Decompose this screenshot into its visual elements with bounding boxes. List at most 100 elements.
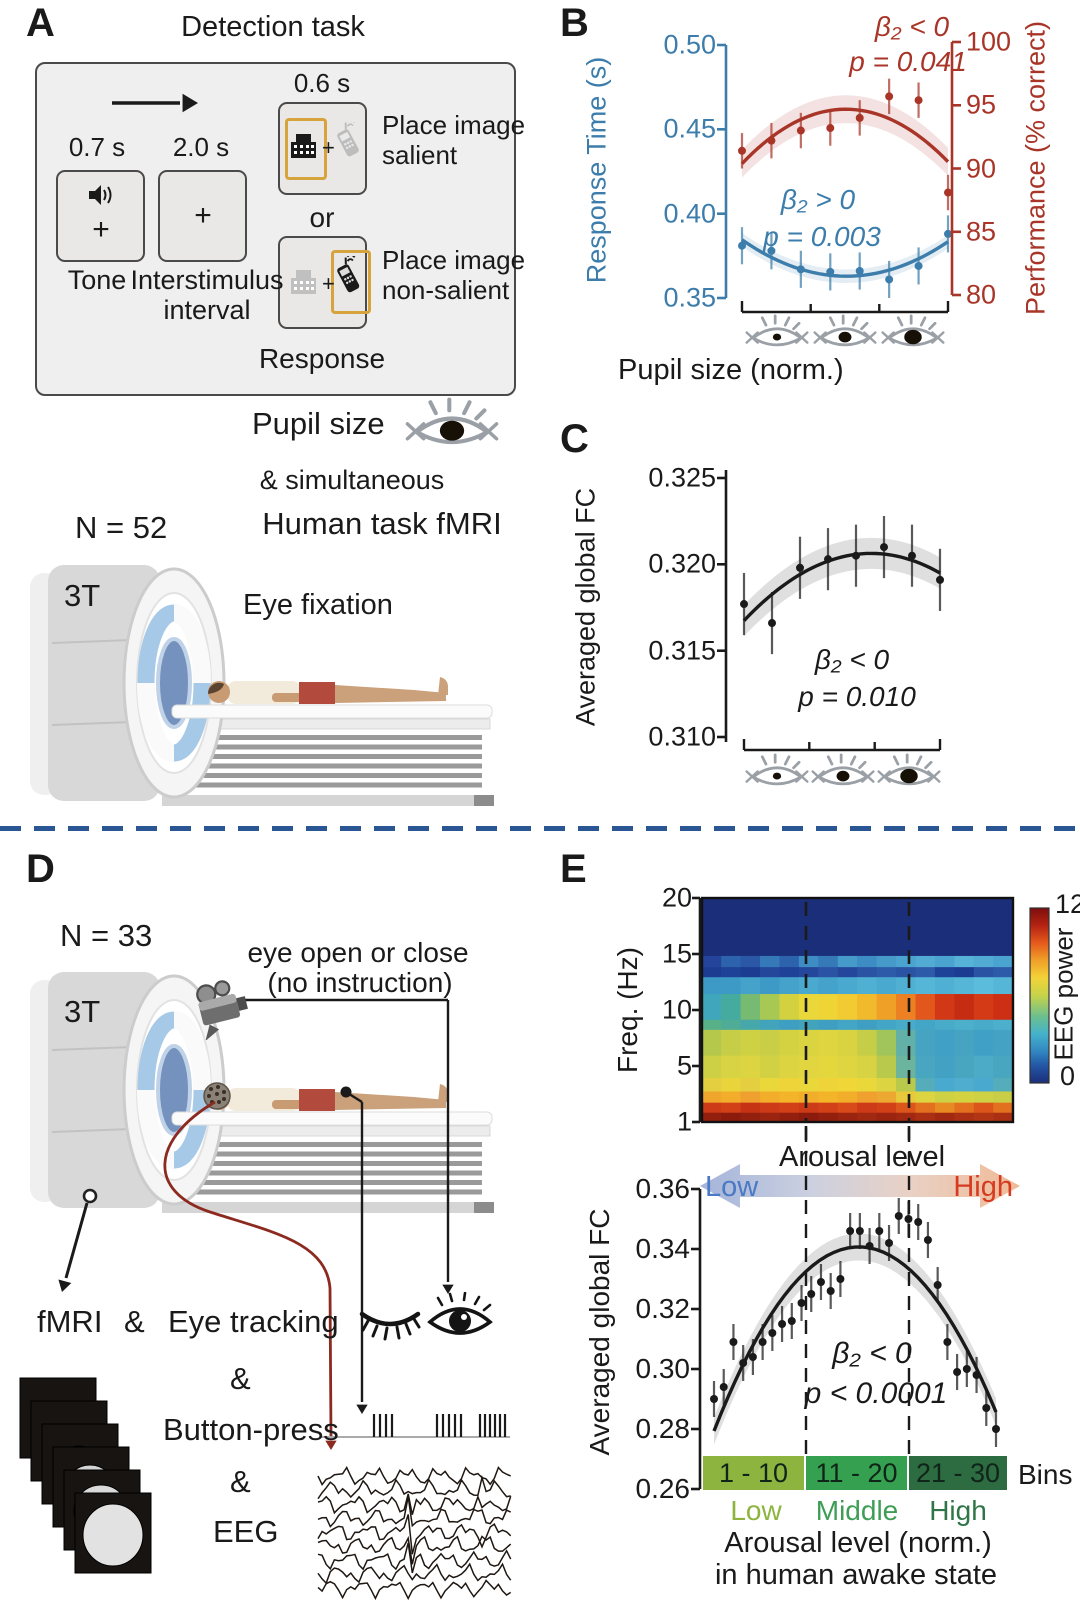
tick-label: 0.32: [635, 1293, 691, 1324]
bin-segment-middle: 11 - 20: [806, 1456, 909, 1490]
tick-label: 10: [661, 994, 692, 1025]
eye-open-close-line2: (no instruction): [267, 967, 453, 998]
button-press-label: Button-press: [163, 1412, 339, 1447]
panel-d-n-label: N = 33: [60, 918, 153, 953]
task-fmri-label: Human task fMRI: [262, 506, 502, 541]
tick-label: 90: [966, 153, 997, 183]
ampersand-1: &: [124, 1304, 145, 1339]
b-red-annotation-1: β₂ < 0: [874, 11, 950, 42]
scanner-vents: [194, 735, 482, 788]
e-annotation-1: β₂ < 0: [832, 1337, 912, 1370]
ampersand-3: &: [230, 1464, 251, 1499]
plus-sign: +: [322, 271, 335, 296]
eye-tracking-label: Eye tracking: [168, 1304, 339, 1339]
image-duration: 0.6 s: [293, 68, 351, 98]
tick-label: 0.310: [648, 721, 716, 752]
colorbar-max-label: 12: [1055, 889, 1080, 919]
lying-person: [207, 1084, 448, 1111]
nonsalient-label-line2: non-salient: [382, 275, 510, 305]
nonsalient-image-card: +: [278, 236, 371, 329]
tick-label: 0.320: [648, 548, 716, 579]
section-divider-dashed: [0, 826, 1080, 831]
panel-a-field-strength: 3T: [64, 578, 101, 613]
spectrogram-y-axis-title: Freq. (Hz): [612, 947, 643, 1073]
building-icon-gray: [291, 270, 316, 294]
c-annotation-1: β₂ < 0: [814, 644, 890, 675]
tick-label: 0.28: [635, 1413, 691, 1444]
video-camera-icon: [196, 980, 248, 1040]
b-left-axis-title: Response Time (s): [581, 56, 612, 284]
arousal-arrow-title: Arousal level: [778, 1141, 946, 1173]
tick-label: 15: [661, 938, 692, 969]
eeg-traces: [317, 1465, 512, 1601]
fixation-cross: +: [194, 199, 212, 232]
tick-label: 0.30: [635, 1353, 691, 1384]
b-right-axis-title: Performance (% correct): [1020, 20, 1051, 316]
pupil-eye-icon: [745, 753, 809, 786]
tick-label: 0.325: [648, 462, 716, 493]
chart-c-fc-pupil: [717, 470, 944, 786]
panel-b-letter: B: [560, 1, 589, 45]
isi-card: +: [158, 170, 247, 262]
efc-x-axis-title-line2: in human awake state: [714, 1559, 998, 1591]
fmri-label: fMRI: [37, 1304, 103, 1339]
tick-label: 0.40: [663, 198, 716, 229]
simultaneous-label: & simultaneous: [259, 465, 445, 495]
bin-level-middle: Middle: [815, 1495, 899, 1526]
panel-a-n-label: N = 52: [75, 510, 168, 545]
or-label: or: [309, 202, 335, 233]
salient-label-line2: salient: [382, 140, 458, 170]
c-annotation-2: p = 0.010: [798, 681, 916, 712]
speaker-icon: [89, 185, 112, 205]
bin-label-middle: 11 - 20: [815, 1458, 898, 1488]
pupil-eye-icon: [745, 314, 809, 347]
salient-gold-frame: [285, 118, 327, 180]
bin-level-low: Low: [730, 1495, 782, 1526]
open-eye-icon: [427, 1292, 493, 1335]
isi-label-line2: interval: [163, 295, 251, 325]
fmri-brain-slices: [19, 1377, 152, 1574]
phone-icon-black: [337, 256, 360, 293]
pupil-eye-icon: [811, 753, 875, 786]
tick-label: 0.45: [663, 113, 716, 144]
tick-label: 100: [966, 26, 1012, 57]
chart-e-spectrogram: [692, 896, 1050, 1140]
eeg-power-colorbar: [1029, 907, 1050, 1084]
eeg-label: EEG: [213, 1514, 279, 1549]
tick-label: 20: [661, 882, 692, 913]
tick-label: 85: [966, 216, 997, 247]
tick-label: 0.26: [635, 1473, 691, 1504]
bin-segment-high: 21 - 30: [909, 1456, 1007, 1490]
lying-person: [207, 677, 448, 704]
e-annotation-2: p < 0.0001: [804, 1377, 948, 1410]
bins-label: Bins: [1018, 1459, 1073, 1490]
eeg-cap-icon: [203, 1082, 231, 1110]
pupil-eye-icon: [813, 314, 877, 347]
plus-sign: +: [322, 135, 335, 160]
isi-label-line1: Interstimulus: [130, 265, 284, 295]
panel-d-letter: D: [26, 847, 55, 891]
panel-d-field-strength: 3T: [64, 994, 101, 1029]
bin-level-high: High: [929, 1495, 987, 1526]
panel-a-title: Detection task: [181, 11, 365, 43]
efc-y-axis-title: Averaged global FC: [584, 1208, 615, 1456]
closed-eye-icon: [359, 1311, 421, 1341]
efc-x-axis-title-line1: Arousal level (norm.): [724, 1527, 992, 1559]
tick-label: 0.34: [635, 1233, 691, 1264]
scanner-vents: [194, 1142, 482, 1195]
arousal-low-label: Low: [705, 1171, 759, 1203]
nonsalient-label-line1: Place image: [382, 245, 526, 275]
panel-e-letter: E: [560, 847, 587, 891]
panel-c-letter: C: [560, 417, 589, 461]
pupil-eye-icon: [405, 397, 499, 445]
tick-label: 5: [676, 1050, 692, 1081]
b-blue-annotation-2: p = 0.003: [763, 221, 881, 252]
b-xaxis-title: Pupil size (norm.): [618, 354, 844, 386]
tick-label: 80: [966, 279, 997, 310]
tick-label: 0.50: [663, 29, 716, 60]
tone-card: +: [56, 170, 145, 262]
fixation-cross: +: [92, 213, 110, 246]
nonsalient-gold-frame: [331, 250, 371, 314]
colorbar-min-label: 0: [1060, 1061, 1076, 1091]
salient-image-card: +: [278, 102, 367, 195]
